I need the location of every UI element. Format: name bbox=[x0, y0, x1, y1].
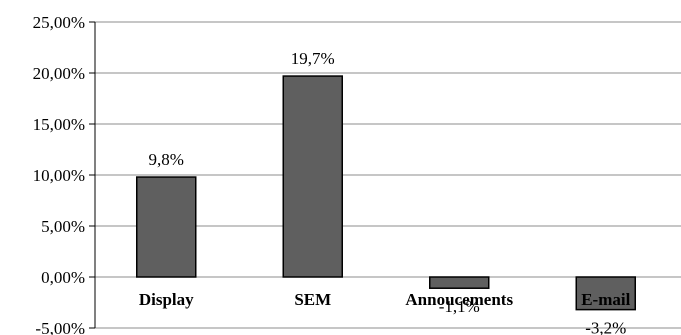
y-tick-label: -5,00% bbox=[35, 319, 85, 335]
data-label: 9,8% bbox=[149, 150, 184, 169]
y-tick-label: 0,00% bbox=[41, 268, 85, 287]
category-label: E-mail bbox=[581, 290, 630, 309]
bar bbox=[575, 276, 636, 311]
y-tick-label: 25,00% bbox=[33, 13, 85, 32]
data-label: -3,2% bbox=[585, 319, 626, 335]
bars bbox=[136, 75, 636, 311]
category-labels: Display SEM Annoucements E-mail bbox=[139, 290, 631, 309]
category-label: SEM bbox=[294, 290, 331, 309]
bar bbox=[136, 176, 197, 278]
data-labels: 9,8% 19,7% -1,1% -3,2% bbox=[149, 49, 627, 335]
y-tick-label: 10,00% bbox=[33, 166, 85, 185]
data-label: 19,7% bbox=[291, 49, 335, 68]
data-label: -1,1% bbox=[439, 297, 480, 316]
bar bbox=[429, 276, 490, 289]
category-label: Display bbox=[139, 290, 194, 309]
y-axis-ticks: 25,00% 20,00% 15,00% 10,00% 5,00% 0,00% -5,00% bbox=[33, 13, 95, 335]
y-tick-label: 5,00% bbox=[41, 217, 85, 236]
y-tick-label: 20,00% bbox=[33, 64, 85, 83]
category-label: Annoucements bbox=[405, 290, 513, 309]
y-tick-label: 15,00% bbox=[33, 115, 85, 134]
bar bbox=[282, 75, 343, 278]
